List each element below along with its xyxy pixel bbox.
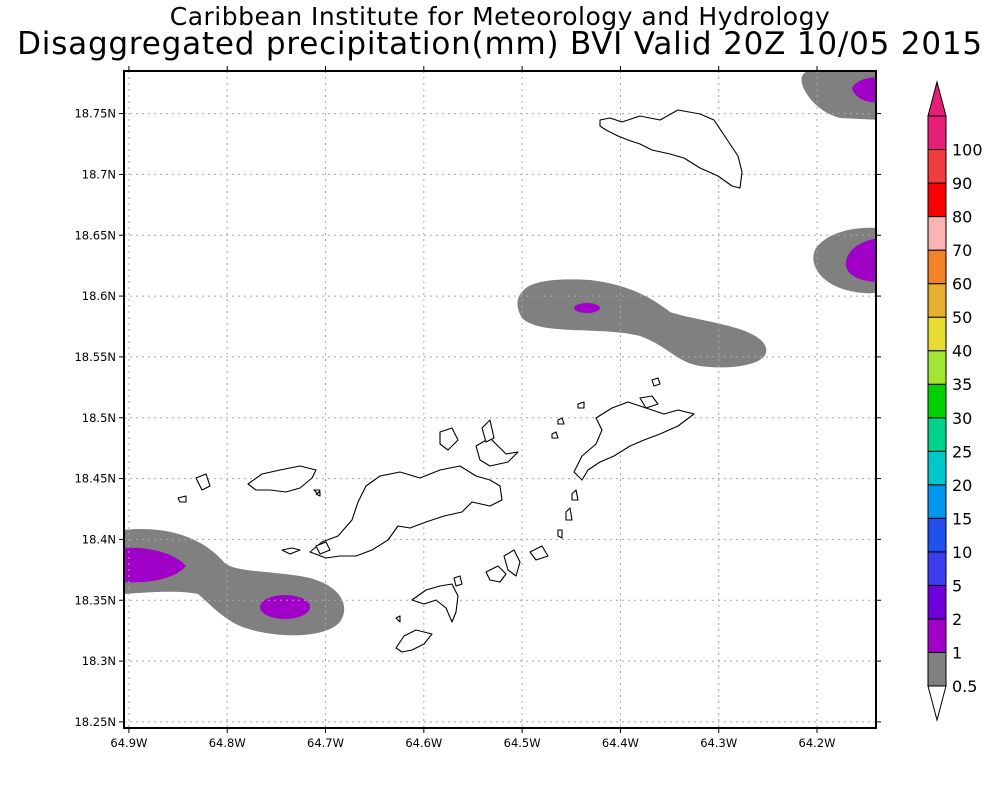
lon-tick-label: 64.9W [110,736,147,750]
lat-tick-label: 18.45N [74,472,116,486]
island-salt-cooper [485,565,507,583]
rain-core-2mm-west [124,547,186,583]
lon-tick-label: 64.2W [799,736,836,750]
island-peter [411,583,459,623]
island-norman [395,629,433,653]
island-cay-vg-south-2 [557,529,563,539]
island-marina-cay [551,431,559,439]
colorbar-label: 25 [952,442,972,461]
colorbar-segment [927,584,947,620]
colorbar-label: 100 [952,141,983,160]
colorbar-label: 10 [952,543,972,562]
colorbar-label: 2 [952,610,962,629]
colorbar-label: 40 [952,342,972,361]
rain-core-2mm-east [845,238,876,282]
colorbar-segment [927,216,947,251]
colorbar-label: 60 [952,275,972,294]
lat-tick-label: 18.55N [74,350,116,364]
island-necker [651,377,661,387]
colorbar-segment [927,450,947,486]
colorbar-segment [927,149,947,184]
island-cay-norman-west [395,615,401,623]
island-fallen-jerusalem [529,545,549,561]
island-jost-van-dyke [247,465,317,493]
lon-tick-label: 64.7W [307,736,344,750]
colorbar-segment [927,618,947,653]
lat-tick-label: 18.25N [74,715,116,729]
colorbar-label: 50 [952,308,972,327]
island-anegada [599,109,743,189]
colorbar-segment [927,316,947,352]
island-cay-peter-east [453,575,463,587]
plot-area [124,71,876,728]
colorbar-segment [927,651,947,687]
island-little-tobago [177,495,187,503]
colorbar-label: 80 [952,208,972,227]
title-institute: Caribbean Institute for Meteorology and … [169,2,831,31]
lat-tick-label: 18.4N [82,532,116,546]
colorbar-segment [927,283,947,318]
island-beef [475,437,519,467]
island-cay-vg-south-1 [565,507,573,521]
lon-tick-label: 64.8W [209,736,246,750]
colorbar-label: 30 [952,409,972,428]
title-product: Disaggregated precipitation(mm) BVI Vali… [17,26,983,62]
island-virgin-gorda [573,401,695,481]
lon-tick-label: 64.4W [602,736,639,750]
colorbar-label: 15 [952,509,972,528]
island-scrub [557,417,565,425]
plot-frame [123,70,877,729]
island-mosquito [577,401,585,409]
colorbar-segment [927,350,947,385]
axis-tick-labels: 64.9W 64.8W 64.7W 64.6W 64.5W 64.4W 64.3W 64.2W… [74,107,835,750]
lon-tick-label: 64.5W [504,736,541,750]
island-cay-vg-south-3 [571,489,579,501]
island-guana [439,427,459,451]
lat-tick-label: 18.6N [82,289,116,303]
rain-core-2mm-southwest [260,595,310,619]
colorbar-label: 20 [952,476,972,495]
lon-tick-label: 64.3W [700,736,737,750]
island-cay-sw-rock [315,491,321,497]
lat-tick-label: 18.35N [74,593,116,607]
colorbar-segment [927,417,947,452]
islands [177,109,743,653]
lat-tick-label: 18.75N [74,107,116,121]
rain-area-1mm-central [517,279,767,368]
island-great-camanoe [481,419,495,443]
colorbar-label: 5 [952,576,962,595]
colorbar-segment [927,484,947,519]
colorbar-label: 0.5 [952,677,977,696]
colorbar-label: 1 [952,643,962,662]
island-great-tobago [195,473,211,491]
colorbar-over-triangle [927,80,947,117]
lat-tick-label: 18.65N [74,228,116,242]
colorbar-segment [927,249,947,285]
colorbar-label: 90 [952,174,972,193]
island-little-thatch [315,541,331,555]
island-ginger [503,549,521,577]
lat-tick-label: 18.7N [82,167,116,181]
island-prickly-pear [639,395,659,409]
lon-tick-label: 64.6W [405,736,442,750]
island-little-jost [281,547,301,555]
colorbar-segment [927,517,947,553]
colorbar-label: 70 [952,241,972,260]
colorbar-segment [927,551,947,586]
colorbar-segment [927,182,947,218]
colorbar-label: 35 [952,375,972,394]
graticule [124,71,876,728]
lat-tick-label: 18.5N [82,411,116,425]
colorbar-segment [927,115,947,151]
rain-core-2mm-central [574,303,600,313]
island-tortola [309,465,503,559]
lat-tick-label: 18.3N [82,654,116,668]
colorbar-under-triangle [927,685,947,722]
rain-core-2mm-northeast [852,77,876,103]
precipitation-shading [124,71,876,636]
colorbar-segment [927,383,947,419]
